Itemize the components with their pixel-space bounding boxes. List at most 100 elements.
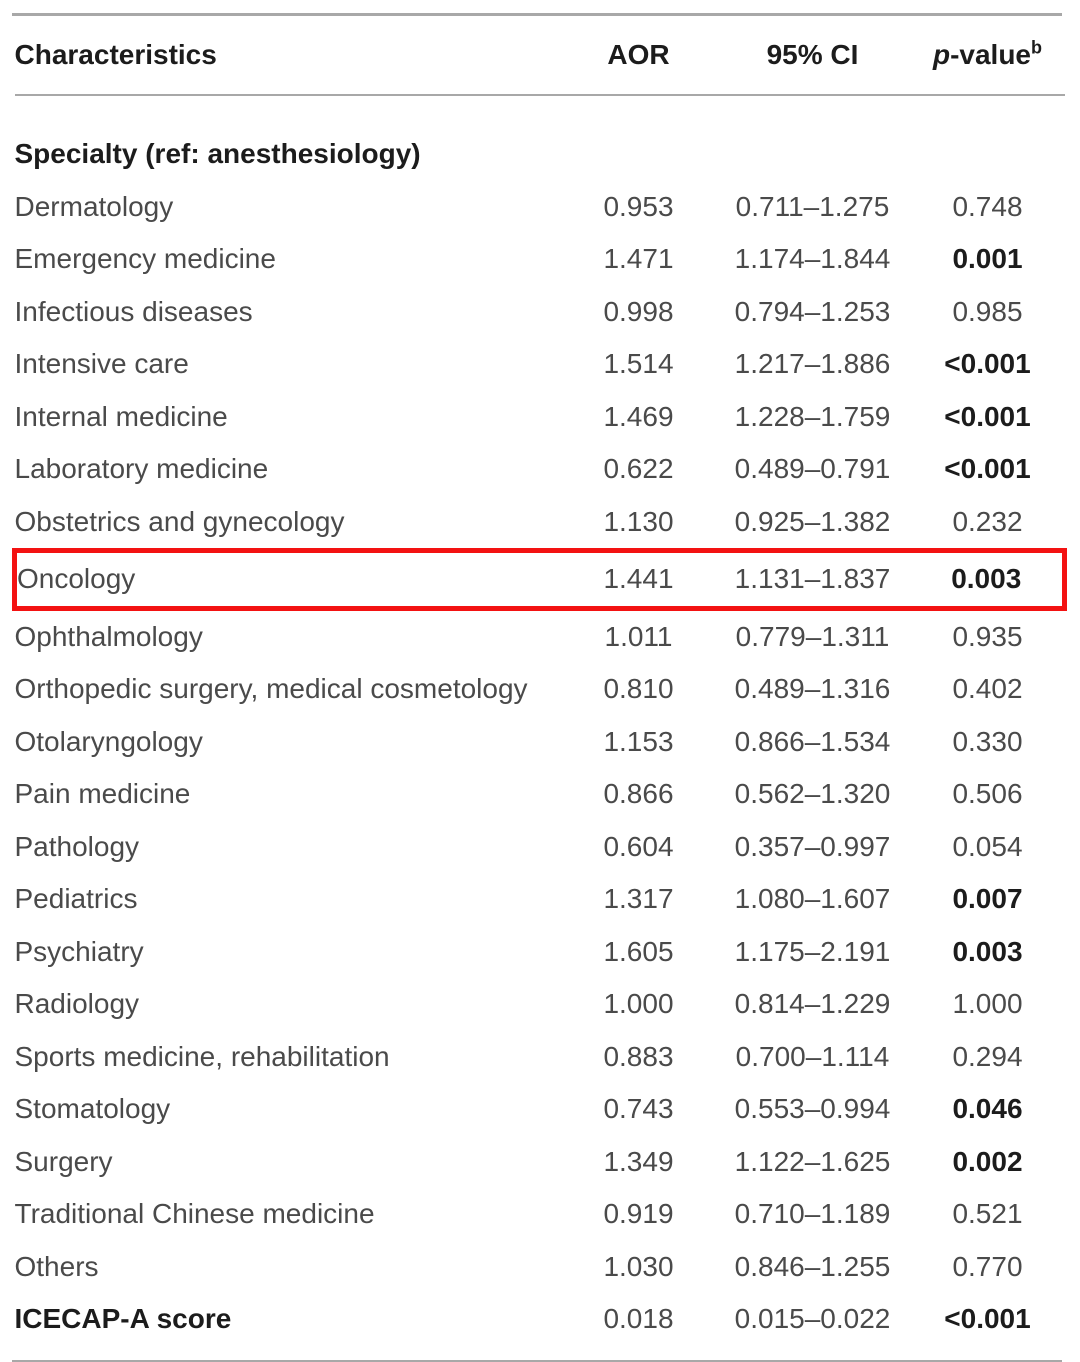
row-aor: 0.018 [563,1293,715,1346]
row-aor: 1.605 [563,926,715,979]
row-aor: 1.030 [563,1241,715,1294]
row-aor: 1.441 [563,551,715,609]
row-label: Surgery [15,1136,563,1189]
row-ci: 1.175–2.191 [715,926,911,979]
row-aor: 1.514 [563,338,715,391]
table-row: Surgery 1.349 1.122–1.625 0.002 [15,1136,1065,1189]
row-aor: 0.622 [563,443,715,496]
table-row: Others 1.030 0.846–1.255 0.770 [15,1241,1065,1294]
row-label: Infectious diseases [15,286,563,339]
row-aor: 0.919 [563,1188,715,1241]
table-row: Laboratory medicine 0.622 0.489–0.791 <0… [15,443,1065,496]
row-label: Dermatology [15,181,563,234]
table-row: Otolaryngology 1.153 0.866–1.534 0.330 [15,716,1065,769]
row-aor: 0.953 [563,181,715,234]
header-p-italic: p [933,39,950,70]
row-p: 0.506 [911,768,1065,821]
header-p-rest: -value [950,39,1031,70]
row-p: 0.294 [911,1031,1065,1084]
table-row: Dermatology 0.953 0.711–1.275 0.748 [15,181,1065,234]
table-row: Stomatology 0.743 0.553–0.994 0.046 [15,1083,1065,1136]
table-row: Traditional Chinese medicine 0.919 0.710… [15,1188,1065,1241]
row-ci: 0.866–1.534 [715,716,911,769]
row-aor: 0.604 [563,821,715,874]
row-p: 0.003 [911,926,1065,979]
row-aor: 1.317 [563,873,715,926]
row-label: Otolaryngology [15,716,563,769]
table-row: Sports medicine, rehabilitation 0.883 0.… [15,1031,1065,1084]
table-row-highlighted: Oncology 1.441 1.131–1.837 0.003 [15,551,1065,609]
row-p: 0.232 [911,496,1065,551]
table-row: Pain medicine 0.866 0.562–1.320 0.506 [15,768,1065,821]
row-label: Others [15,1241,563,1294]
row-p: 0.002 [911,1136,1065,1189]
table-row: Emergency medicine 1.471 1.174–1.844 0.0… [15,233,1065,286]
row-label: Orthopedic surgery, medical cosmetology [15,663,563,716]
header-aor: AOR [563,16,715,95]
row-p: 0.402 [911,663,1065,716]
row-aor: 1.011 [563,608,715,663]
section-header-row: Specialty (ref: anesthesiology) [15,95,1065,181]
row-ci: 0.925–1.382 [715,496,911,551]
row-ci: 0.794–1.253 [715,286,911,339]
row-ci: 0.489–0.791 [715,443,911,496]
row-p: 1.000 [911,978,1065,1031]
row-ci: 1.174–1.844 [715,233,911,286]
row-p: <0.001 [911,443,1065,496]
row-p: 0.007 [911,873,1065,926]
row-label: Obstetrics and gynecology [15,496,563,551]
row-p: <0.001 [911,391,1065,444]
row-ci: 0.711–1.275 [715,181,911,234]
row-label: Oncology [15,551,563,609]
row-label: Intensive care [15,338,563,391]
row-ci: 0.357–0.997 [715,821,911,874]
row-aor: 1.000 [563,978,715,1031]
row-aor: 1.349 [563,1136,715,1189]
row-p: 0.054 [911,821,1065,874]
table-row: Obstetrics and gynecology 1.130 0.925–1.… [15,496,1065,551]
row-label: Stomatology [15,1083,563,1136]
row-p: 0.330 [911,716,1065,769]
row-p: <0.001 [911,338,1065,391]
row-label: Pathology [15,821,563,874]
row-label: Pediatrics [15,873,563,926]
header-p-superscript: b [1031,37,1042,57]
row-aor: 0.810 [563,663,715,716]
row-aor: 0.998 [563,286,715,339]
row-ci: 1.131–1.837 [715,551,911,609]
table-row: Ophthalmology 1.011 0.779–1.311 0.935 [15,608,1065,663]
row-aor: 1.469 [563,391,715,444]
table-header: Characteristics AOR 95% CI p-valueb [15,16,1065,95]
row-label: Emergency medicine [15,233,563,286]
row-p: 0.521 [911,1188,1065,1241]
row-p: 0.935 [911,608,1065,663]
row-label: Ophthalmology [15,608,563,663]
row-label: Pain medicine [15,768,563,821]
row-ci: 0.710–1.189 [715,1188,911,1241]
row-aor: 1.153 [563,716,715,769]
row-ci: 0.553–0.994 [715,1083,911,1136]
row-ci: 0.846–1.255 [715,1241,911,1294]
table-row: Pathology 0.604 0.357–0.997 0.054 [15,821,1065,874]
row-ci: 0.814–1.229 [715,978,911,1031]
row-ci: 0.015–0.022 [715,1293,911,1346]
row-ci: 0.562–1.320 [715,768,911,821]
row-label: Traditional Chinese medicine [15,1188,563,1241]
row-aor: 1.130 [563,496,715,551]
header-characteristics: Characteristics [15,16,563,95]
header-p-value: p-valueb [911,16,1065,95]
row-ci: 1.228–1.759 [715,391,911,444]
row-aor: 1.471 [563,233,715,286]
row-label: Sports medicine, rehabilitation [15,1031,563,1084]
row-ci: 1.217–1.886 [715,338,911,391]
table-row: Infectious diseases 0.998 0.794–1.253 0.… [15,286,1065,339]
table-body: Specialty (ref: anesthesiology) Dermatol… [15,95,1065,1346]
row-label: Laboratory medicine [15,443,563,496]
row-p: 0.748 [911,181,1065,234]
header-ci: 95% CI [715,16,911,95]
section-header-label: Specialty (ref: anesthesiology) [15,95,1065,181]
table-row: Orthopedic surgery, medical cosmetology … [15,663,1065,716]
row-p: 0.001 [911,233,1065,286]
table-row: Radiology 1.000 0.814–1.229 1.000 [15,978,1065,1031]
